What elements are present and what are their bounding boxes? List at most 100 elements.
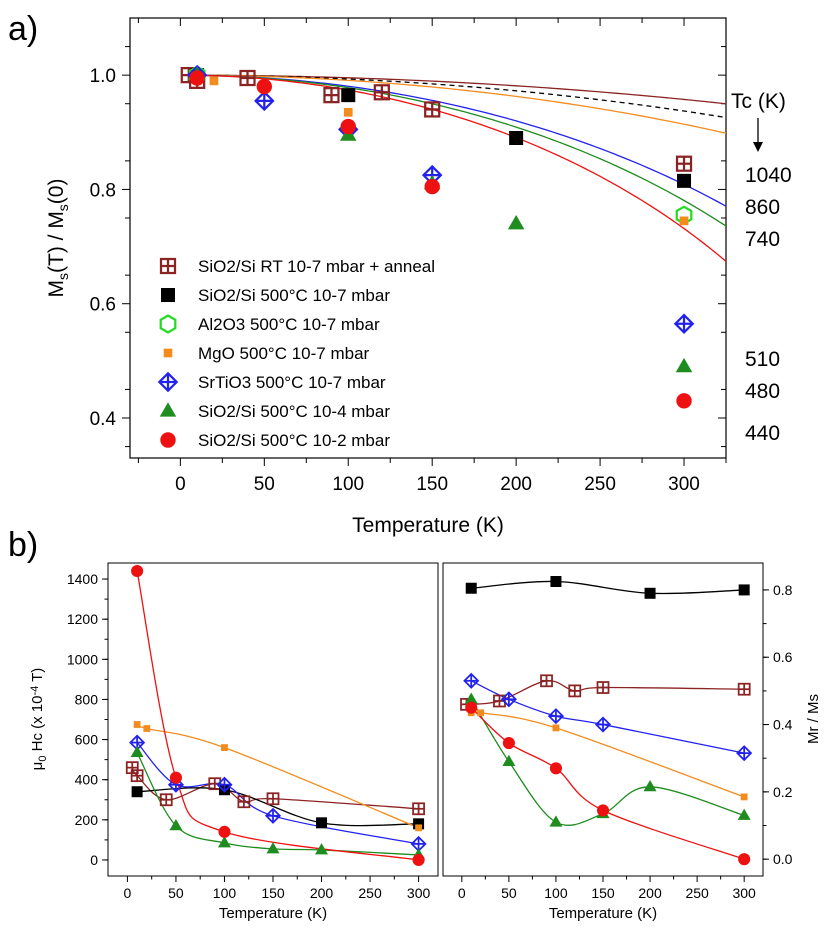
x-tick-label: 250 <box>685 885 709 901</box>
x-axis-label: Temperature (K) <box>219 905 327 922</box>
point-sio2-si-rt-10-7-mbar-anneal <box>208 777 222 791</box>
point-sio2-si-500-c-10-4-mbar <box>169 819 183 831</box>
x-tick-label: 150 <box>261 885 285 901</box>
y-tick-label: 1.0 <box>90 66 116 87</box>
point-sio2-si-500-c-10-2-mbar <box>256 78 273 95</box>
legend-label: SiO2/Si 500°C 10-4 mbar <box>198 402 390 421</box>
curve-sio2-si-500-c-10-2-mbar <box>470 707 745 860</box>
point-sio2-si-500-c-10-2-mbar <box>169 771 182 784</box>
point-srtio3-500-c-10-7-mbar <box>500 691 517 708</box>
point-sio2-si-rt-10-7-mbar-anneal <box>239 69 256 87</box>
point-sio2-si-500-c-10-7-mbar <box>644 587 656 599</box>
point-srtio3-500-c-10-7-mbar <box>216 776 233 793</box>
point-mgo-500-c-10-7-mbar <box>209 76 219 86</box>
legend-marker-sio2-si-500-c-10-4-mbar <box>159 402 177 417</box>
fit-curve-mgo-500-c-10-7-mbar <box>188 74 726 134</box>
x-tick-label: 300 <box>407 885 431 901</box>
y-tick-label: 400 <box>75 772 99 788</box>
legend-label: MgO 500°C 10-7 mbar <box>198 344 370 363</box>
legend: SiO2/Si RT 10-7 mbar + anneal SiO2/Si 500… <box>157 257 435 450</box>
point-sio2-si-rt-10-7-mbar-anneal <box>596 681 610 694</box>
x-axis-label: Temperature (K) <box>352 514 504 537</box>
point-srtio3-500-c-10-7-mbar <box>736 745 753 762</box>
x-tick-label: 150 <box>416 474 448 495</box>
y-tick-label: 0.8 <box>90 180 116 201</box>
fit-curve-sio2-si-500-c-10-4-mbar <box>188 74 726 227</box>
y-tick-label: 0.2 <box>773 784 793 800</box>
tc-label: 440 <box>745 422 780 445</box>
tc-label: 860 <box>745 196 780 219</box>
x-tick-label: 100 <box>332 474 364 495</box>
point-sio2-si-500-c-10-2-mbar <box>676 393 692 409</box>
x-tick-label: 250 <box>358 885 382 901</box>
point-mgo-500-c-10-7-mbar <box>133 721 141 728</box>
y-tick-label: 0 <box>90 852 98 868</box>
point-sio2-si-500-c-10-2-mbar <box>596 804 610 817</box>
point-sio2-si-500-c-10-7-mbar <box>465 582 477 594</box>
tc-label: 1040 <box>745 164 792 187</box>
legend-label: Al2O3 500°C 10-7 mbar <box>198 315 380 334</box>
y-tick-label: 0.4 <box>90 409 117 430</box>
y-tick-label: 0.6 <box>90 295 116 316</box>
point-sio2-si-rt-10-7-mbar-anneal <box>323 87 340 104</box>
plot-frame <box>129 17 727 459</box>
data-markers <box>180 64 695 409</box>
legend-marker-sio2-si-500-c-10-2-mbar <box>160 432 176 448</box>
point-sio2-si-500-c-10-4-mbar <box>266 842 280 854</box>
panel-b-left: 0 50 100 150 200 250 300 Temperature (K) 0 200 400… <box>29 562 439 922</box>
point-sio2-si-rt-10-7-mbar-anneal <box>130 769 144 783</box>
y-tick-label: 800 <box>75 691 99 707</box>
x-tick-label: 50 <box>168 885 184 901</box>
x-tick-label: 150 <box>591 885 615 901</box>
point-sio2-si-rt-10-7-mbar-anneal <box>159 793 173 807</box>
point-sio2-si-500-c-10-7-mbar <box>316 817 328 829</box>
point-sio2-si-rt-10-7-mbar-anneal <box>675 155 693 172</box>
point-mgo-500-c-10-7-mbar <box>143 725 151 732</box>
x-tick-label: 300 <box>732 885 756 901</box>
point-sio2-si-500-c-10-4-mbar <box>130 745 144 758</box>
point-sio2-si-rt-10-7-mbar-anneal <box>412 802 425 816</box>
point-srtio3-500-c-10-7-mbar <box>547 708 565 725</box>
tc-label: 740 <box>745 228 780 251</box>
point-sio2-si-rt-10-7-mbar-anneal <box>737 682 751 696</box>
panel-b-right: 0 50 100 150 200 250 300 Temperature (K) 0.0 0.2 0… <box>442 562 822 922</box>
point-sio2-si-rt-10-7-mbar-anneal <box>373 84 390 101</box>
point-mgo-500-c-10-7-mbar <box>740 793 748 801</box>
y-tick-label: 1200 <box>67 611 98 627</box>
point-sio2-si-500-c-10-7-mbar <box>550 576 562 588</box>
legend-label: SiO2/Si 500°C 10-2 mbar <box>198 431 390 450</box>
tc-arrowhead <box>753 142 763 152</box>
point-srtio3-500-c-10-7-mbar <box>254 90 275 112</box>
point-sio2-si-rt-10-7-mbar-anneal <box>266 792 280 806</box>
legend-marker-sio2-si-rt-10-7-mbar-anneal <box>159 257 177 275</box>
y-tick-label: 1400 <box>67 571 98 587</box>
y-axis-label: Ms(T) / Ms(0) <box>45 179 71 298</box>
fit-curve-sio2-si-500-c-10-2-mbar <box>188 74 726 263</box>
panel-a-letter: a) <box>8 10 38 48</box>
y-tick-label: 0.8 <box>773 582 793 598</box>
x-tick-label: 300 <box>668 474 700 495</box>
legend-marker-al2o3-500-c-10-7-mbar <box>159 314 177 334</box>
point-mgo-500-c-10-7-mbar <box>477 709 485 717</box>
point-sio2-si-500-c-10-2-mbar <box>549 762 562 775</box>
point-sio2-si-500-c-10-7-mbar <box>413 818 425 830</box>
y-tick-label: 0.0 <box>773 851 793 867</box>
tc-header: Tc (K) <box>731 90 786 113</box>
point-mgo-500-c-10-7-mbar <box>415 824 422 832</box>
point-sio2-si-500-c-10-2-mbar <box>502 737 515 750</box>
y-axis-label: μ0 Hc (x 10-4 T) <box>29 668 49 771</box>
point-sio2-si-500-c-10-4-mbar <box>464 692 478 704</box>
point-sio2-si-500-c-10-4-mbar <box>217 836 231 848</box>
data-markers <box>125 564 427 866</box>
point-sio2-si-500-c-10-2-mbar <box>412 853 425 866</box>
x-tick-label: 100 <box>213 885 237 901</box>
point-sio2-si-500-c-10-2-mbar <box>424 178 440 195</box>
curve-sio2-si-500-c-10-4-mbar <box>470 698 745 826</box>
panel-b-letter: b) <box>8 526 38 564</box>
y-tick-label: 0.4 <box>773 717 793 733</box>
point-sio2-si-500-c-10-7-mbar <box>341 88 356 103</box>
point-srtio3-500-c-10-7-mbar <box>594 716 612 733</box>
y-tick-label: 600 <box>75 732 99 748</box>
x-tick-label: 50 <box>254 474 275 495</box>
point-srtio3-500-c-10-7-mbar <box>673 313 695 334</box>
